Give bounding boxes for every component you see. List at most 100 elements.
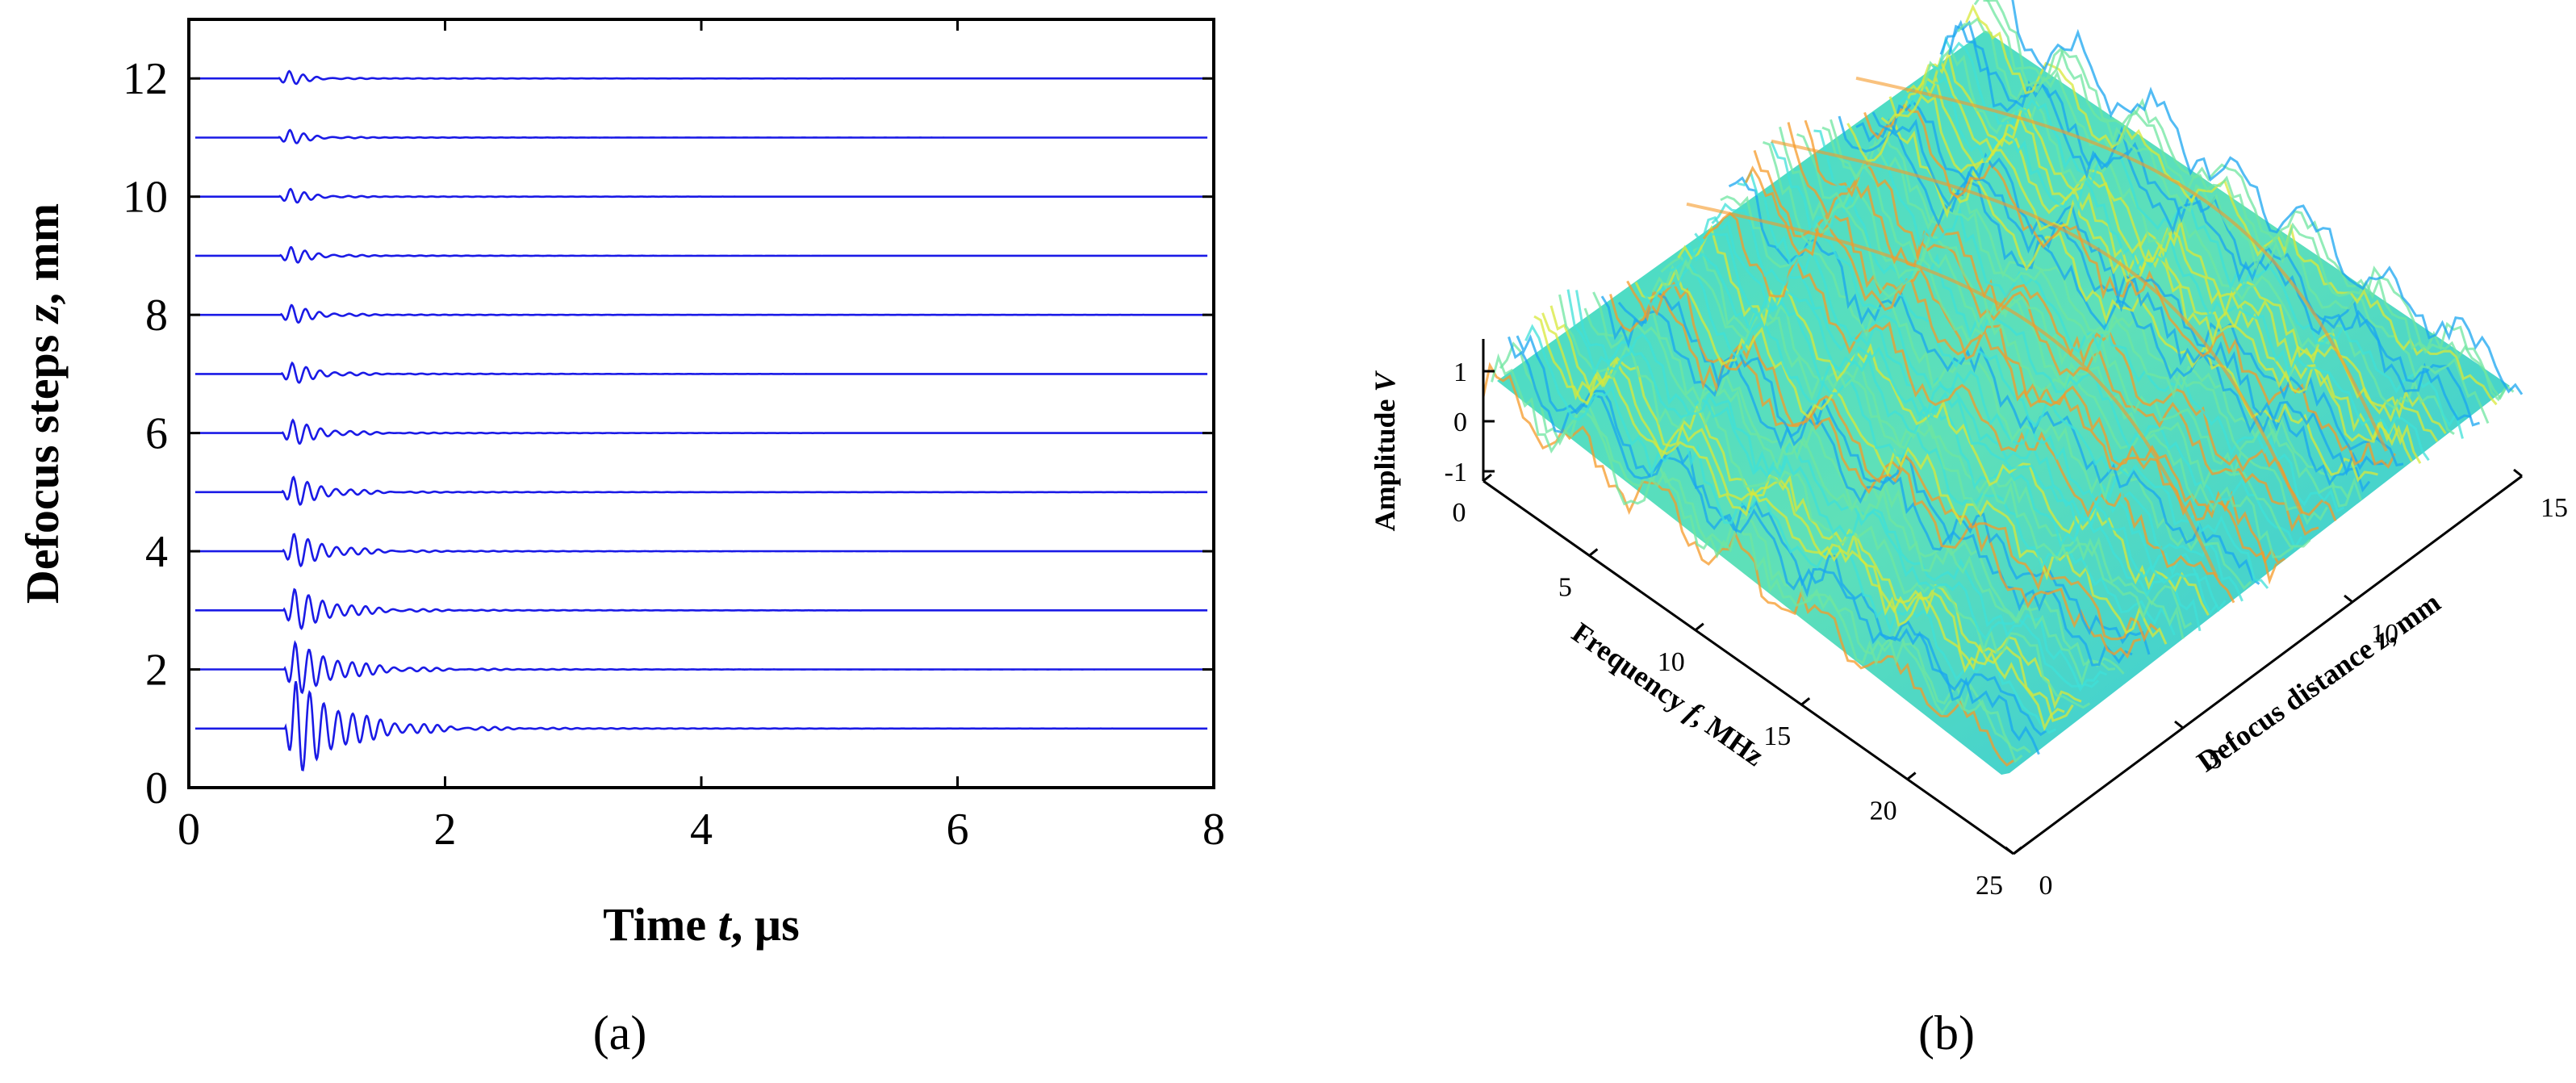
f-tick-label: 5 <box>1558 572 1572 602</box>
y-axis-label-a: Defocus steps z, mm <box>16 203 69 604</box>
chart-a: 0 2 4 6 8 0 2 4 6 8 10 12 Time t, µs Defocus steps… <box>16 18 1225 1060</box>
surface-ridge <box>1973 0 2507 402</box>
z-dist-tick-mark <box>2005 846 2014 855</box>
surface-ridge <box>1728 176 2260 585</box>
surface-ridge <box>1787 122 2319 536</box>
x-tick-label: 2 <box>434 805 457 855</box>
y-tick-label: 2 <box>145 646 168 696</box>
surface-highlight <box>1771 139 2303 515</box>
y-tick-label: 0 <box>145 763 168 813</box>
plot-area-a <box>187 18 1215 789</box>
trace-line <box>194 640 1208 695</box>
f-tick-mark <box>1800 697 1811 706</box>
surface-ridge <box>1566 289 2100 688</box>
y-axis-label-b: Defocus distance z, mm <box>2191 586 2446 778</box>
z-dist-tick-mark <box>2174 720 2184 730</box>
trace-line <box>194 69 1208 86</box>
z-tick-label: 0 <box>1453 408 1467 437</box>
surface-ridge <box>1694 215 2227 613</box>
surface-ridge <box>1965 3 2498 406</box>
z-dist-tick-mark <box>2344 594 2353 604</box>
surface-ridge <box>1737 169 2269 589</box>
x-tick-label: 8 <box>1202 805 1225 855</box>
x-tick-label: 6 <box>947 805 969 855</box>
trace-line <box>194 587 1208 630</box>
surface-ridge <box>1931 36 2464 439</box>
surface-ridge <box>1575 290 2108 692</box>
x-ticks-a: 0 2 4 6 8 <box>178 19 1225 855</box>
trace-line <box>194 418 1208 445</box>
y-tick-label: 8 <box>145 291 168 341</box>
surface-highlight <box>1855 76 2388 452</box>
surface-ridge <box>1830 119 2362 501</box>
surface-highlight <box>1686 202 2218 578</box>
surface-ridge <box>1677 224 2210 617</box>
f-tick-label: 15 <box>1763 721 1791 751</box>
z-dist-tick-mark <box>2513 468 2523 478</box>
surface-ridge <box>1745 165 2277 585</box>
f-tick-mark <box>1588 548 1599 557</box>
surface-ridge <box>1626 280 2159 642</box>
surface-ridge <box>1600 295 2133 667</box>
y-ticks-a: 0 2 4 6 8 10 12 <box>123 54 1214 813</box>
surface-ridge <box>1702 211 2235 604</box>
trace-line <box>194 361 1208 384</box>
y-tick-label: 6 <box>145 409 168 459</box>
z-dist-tick-label: 0 <box>2039 871 2053 901</box>
z-tick-label: 1 <box>1453 358 1467 387</box>
surface-ridge <box>1888 76 2422 464</box>
surface-ridge <box>1897 76 2430 462</box>
surface-ridge <box>1634 267 2168 645</box>
x-axis-label-b: Frequency f, MHz <box>1566 616 1771 772</box>
f-tick-mark <box>1906 771 1917 780</box>
surface-ridge <box>1524 324 2057 734</box>
surface-ridge <box>1753 149 2285 565</box>
z-dist-tick-label: 5 <box>2209 745 2223 775</box>
f-tick-label: 10 <box>1658 647 1685 677</box>
f-tick-mark <box>2013 846 2022 855</box>
f-tick-label: 20 <box>1870 797 1897 826</box>
x-tick-label: 0 <box>178 805 200 855</box>
f-tick-mark <box>1694 622 1704 631</box>
z-tick-label: -1 <box>1445 458 1467 487</box>
surface-ridge <box>1583 307 2116 686</box>
surface-ridge <box>1711 202 2244 602</box>
panel-label-b: (b) <box>1918 1006 1975 1060</box>
trace-line <box>194 681 1208 771</box>
surface-ridge <box>1541 312 2074 723</box>
z-axis-label-b: Amplitude V <box>1369 370 1401 531</box>
panel-label-a: (a) <box>593 1006 647 1060</box>
surface-ridge <box>1855 118 2387 476</box>
waveform-traces <box>194 69 1208 771</box>
z-dist-tick-label: 15 <box>2540 493 2568 523</box>
f-tick-label: 0 <box>1453 498 1466 528</box>
trace-line <box>194 246 1208 264</box>
surface-ridge <box>1669 243 2202 632</box>
surface-ridge <box>1983 0 2515 400</box>
surface-ridge <box>1770 140 2303 550</box>
trace-line <box>194 187 1208 204</box>
trace-line <box>194 533 1208 568</box>
surface-ridge <box>1685 232 2218 616</box>
trace-line <box>194 475 1208 506</box>
f-tick-mark <box>1482 473 1492 483</box>
x-axis-label-a: Time t, µs <box>603 898 799 951</box>
surface-ridge <box>1491 353 2023 763</box>
trace-line <box>194 128 1208 144</box>
surface-ridge <box>1763 140 2294 558</box>
trace-line <box>194 303 1208 324</box>
y-tick-label: 12 <box>123 54 168 104</box>
x-tick-label: 4 <box>690 805 713 855</box>
y-tick-label: 10 <box>123 173 168 223</box>
surface-ridge <box>2011 0 2524 395</box>
x-axis-b <box>1482 479 2014 855</box>
y-tick-label: 4 <box>145 527 168 577</box>
z-dist-tick-label: 10 <box>2371 619 2398 649</box>
surface-texture <box>1482 0 2524 767</box>
f-tick-label: 25 <box>1976 871 2003 901</box>
y-axis-b <box>2013 475 2523 855</box>
surface-ridge <box>1558 294 2091 709</box>
